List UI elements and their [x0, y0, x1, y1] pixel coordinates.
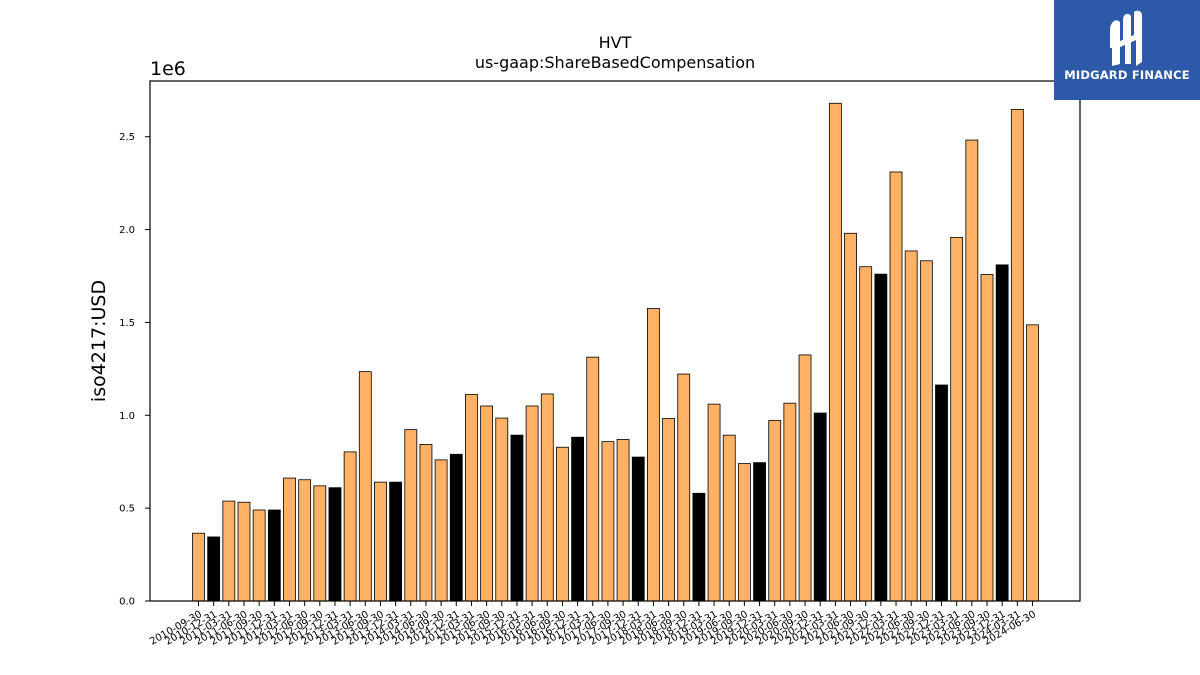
y-axis-ticks: 0.0 0.5 1.0 1.5 2.0 2.5 — [119, 132, 150, 608]
plot-frame — [149, 80, 1081, 602]
bar-2013-09-30 — [374, 481, 387, 602]
bar-2020-12-31 — [813, 412, 827, 602]
bar-2019-12-31 — [753, 462, 766, 602]
bar-2023-09-30 — [980, 274, 994, 602]
bar-2015-12-31 — [510, 434, 524, 602]
bar-2023-03-31 — [950, 236, 964, 602]
bar-2011-12-31 — [267, 509, 281, 602]
bar-2016-09-30 — [556, 446, 569, 602]
bar-2020-09-30 — [798, 354, 812, 602]
bar-series — [192, 102, 1039, 602]
bar-2015-06-30 — [480, 405, 494, 602]
bar-2017-12-31 — [631, 456, 645, 602]
bar-2016-06-30 — [540, 393, 554, 602]
y-tick-label: 1.0 — [119, 411, 135, 422]
bar-2012-12-31 — [328, 487, 342, 602]
bar-2010-09-30 — [192, 532, 205, 602]
bar-2021-12-31 — [874, 273, 888, 602]
logo-text: MIDGARD FINANCE — [1064, 68, 1190, 82]
y-multiplier-label: 1e6 — [150, 58, 186, 80]
bar-2013-06-30 — [358, 371, 372, 602]
bar-2023-06-30 — [965, 139, 979, 602]
bar-2021-03-31 — [828, 102, 842, 602]
y-tick-label: 0.5 — [119, 504, 135, 515]
midgard-logo-icon — [1110, 10, 1142, 67]
bar-2014-03-31 — [404, 429, 418, 602]
bar-2024-03-31 — [1010, 109, 1024, 602]
bar-2014-09-30 — [434, 459, 448, 602]
bar-2012-03-31 — [283, 477, 296, 602]
bar-2011-03-31 — [222, 500, 236, 602]
bar-2014-12-31 — [449, 453, 463, 602]
bar-2022-09-30 — [919, 260, 933, 602]
bar-2010-12-31 — [207, 536, 221, 602]
bar-2022-12-31 — [935, 384, 948, 602]
bar-2014-06-30 — [419, 444, 433, 602]
bar-2012-06-30 — [298, 479, 312, 602]
bar-2024-06-30 — [1026, 324, 1039, 602]
bar-2021-06-30 — [844, 232, 857, 602]
bar-2013-03-31 — [343, 451, 357, 602]
bar-2017-09-30 — [616, 439, 630, 602]
bar-2020-06-30 — [783, 402, 797, 602]
bar-2012-09-30 — [313, 485, 327, 602]
bar-2011-06-30 — [237, 501, 251, 602]
bar-2013-12-31 — [389, 481, 403, 602]
y-tick-label: 0.0 — [119, 597, 135, 608]
bar-2018-06-30 — [662, 418, 675, 602]
bar-2016-12-31 — [571, 436, 584, 602]
bar-2021-09-30 — [859, 266, 873, 602]
bar-2019-06-30 — [722, 434, 736, 602]
bar-2019-03-31 — [707, 403, 721, 602]
y-tick-label: 1.5 — [119, 318, 135, 329]
bar-2015-09-30 — [495, 417, 509, 602]
bar-2022-06-30 — [904, 250, 918, 602]
bar-2016-03-31 — [525, 405, 539, 602]
bar-2023-12-31 — [995, 264, 1009, 602]
bar-2017-06-30 — [601, 441, 615, 602]
chart-subtitle: us-gaap:ShareBasedCompensation — [475, 53, 755, 72]
bar-2017-03-31 — [586, 356, 600, 602]
bar-2015-03-31 — [465, 394, 478, 602]
bar-2022-03-31 — [889, 171, 903, 602]
y-tick-label: 2.0 — [119, 225, 135, 236]
brand-logo: MIDGARD FINANCE — [1054, 0, 1200, 100]
bar-2018-12-31 — [692, 492, 706, 602]
y-tick-label: 2.5 — [119, 132, 135, 143]
bar-2019-09-30 — [737, 463, 751, 602]
bar-2011-09-30 — [252, 509, 266, 602]
y-axis-label: iso4217:USD — [88, 280, 110, 402]
chart-title: HVT — [599, 33, 632, 52]
bar-2018-03-31 — [647, 308, 660, 602]
x-axis-ticks: 2010-09-302010-12-312011-03-312011-06-30… — [148, 601, 1038, 648]
bar-2020-03-31 — [768, 420, 782, 602]
bar-2018-09-30 — [677, 373, 691, 602]
